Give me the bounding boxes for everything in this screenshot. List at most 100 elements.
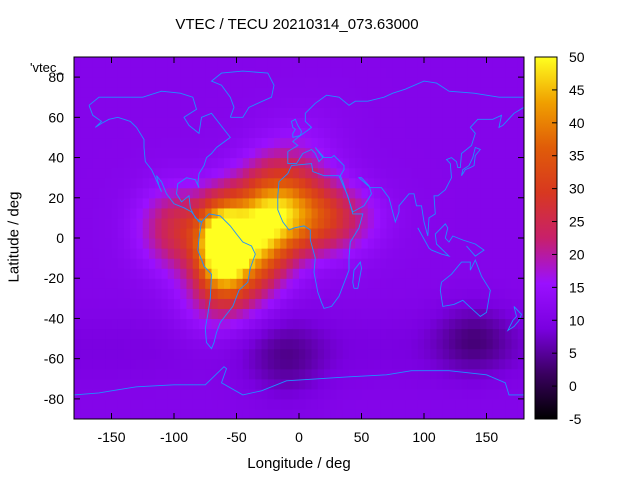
heatmap-cell [211, 227, 219, 239]
heatmap-cell [236, 398, 244, 410]
heatmap-cell [217, 248, 225, 259]
x-axis-ticks: -150 -100 -50 0 50 100 150 [97, 57, 498, 445]
heatmap-cell [111, 388, 119, 400]
heatmap-cell [167, 147, 175, 159]
heatmap-cell [424, 398, 431, 410]
heatmap-cell [361, 268, 369, 279]
heatmap-cell [267, 338, 275, 350]
heatmap-cell [124, 107, 131, 118]
heatmap-cell [211, 197, 219, 209]
heatmap-cell [124, 358, 131, 370]
heatmap-cell [430, 187, 438, 199]
heatmap-cell [511, 238, 519, 249]
heatmap-cell [336, 107, 344, 118]
heatmap-cell [249, 97, 256, 108]
heatmap-cell [80, 338, 88, 350]
heatmap-cell [211, 258, 219, 269]
heatmap-cell [124, 207, 131, 219]
heatmap-cell [374, 197, 381, 209]
heatmap-cell [430, 197, 438, 209]
heatmap-cell [230, 248, 238, 259]
heatmap-cell [217, 97, 225, 108]
heatmap-cell [205, 278, 213, 289]
heatmap-cell [236, 167, 244, 179]
heatmap-cell [461, 388, 469, 400]
heatmap-cell [286, 248, 294, 259]
heatmap-cell [74, 227, 81, 239]
heatmap-cell [149, 177, 156, 189]
heatmap-cell [380, 147, 388, 159]
heatmap-cell [280, 147, 288, 159]
heatmap-cell [230, 318, 238, 330]
heatmap-cell [324, 147, 331, 159]
heatmap-cell [311, 117, 319, 128]
heatmap-cell [367, 288, 375, 299]
heatmap-cell [86, 197, 94, 209]
heatmap-cell [355, 238, 363, 249]
heatmap-cell [224, 227, 231, 239]
heatmap-cell [392, 157, 400, 169]
heatmap-cell [155, 117, 163, 128]
heatmap-cell [380, 107, 388, 118]
heatmap-cell [411, 107, 419, 118]
heatmap-cell [386, 117, 394, 128]
heatmap-cell [211, 288, 219, 299]
heatmap-cell [511, 177, 519, 189]
heatmap-cell [236, 117, 244, 128]
heatmap-cell [355, 378, 363, 390]
heatmap-cell [111, 127, 119, 139]
heatmap-cell [405, 207, 413, 219]
heatmap-cell [442, 368, 450, 380]
heatmap-cell [92, 117, 100, 128]
heatmap-cell [436, 227, 444, 239]
heatmap-cell [130, 268, 138, 279]
heatmap-cell [380, 57, 388, 68]
heatmap-cell [292, 338, 300, 350]
heatmap-cell [392, 97, 400, 108]
heatmap-cell [305, 147, 313, 159]
heatmap-cell [117, 187, 125, 199]
heatmap-cell [267, 358, 275, 370]
heatmap-cell [217, 288, 225, 299]
heatmap-cell [249, 268, 256, 279]
heatmap-cell [386, 338, 394, 350]
heatmap-cell [211, 358, 219, 370]
heatmap-cell [355, 388, 363, 400]
heatmap-cell [436, 157, 444, 169]
heatmap-cell [505, 207, 513, 219]
heatmap-cell [199, 258, 206, 269]
heatmap-cell [305, 288, 313, 299]
heatmap-cell [74, 318, 81, 330]
heatmap-cell [199, 358, 206, 370]
heatmap-cell [486, 87, 494, 98]
heatmap-cell [161, 207, 169, 219]
heatmap-cell [230, 358, 238, 370]
heatmap-cell [230, 308, 238, 320]
heatmap-cell [486, 358, 494, 370]
heatmap-cell [86, 278, 94, 289]
heatmap-cell [311, 368, 319, 380]
heatmap-cell [455, 268, 463, 279]
heatmap-cell [274, 127, 281, 139]
heatmap-cell [236, 107, 244, 118]
heatmap-cell [249, 227, 256, 239]
heatmap-cell [367, 398, 375, 410]
heatmap-cell [417, 137, 425, 149]
heatmap-cell [417, 368, 425, 380]
heatmap-cell [224, 378, 231, 390]
heatmap-cell [142, 368, 150, 380]
heatmap-cell [405, 187, 413, 199]
heatmap-cell [324, 398, 331, 410]
heatmap-cell [424, 288, 431, 299]
heatmap-cell [380, 408, 388, 419]
heatmap-cell [161, 358, 169, 370]
heatmap-cell [186, 338, 194, 350]
heatmap-cell [99, 358, 106, 370]
heatmap-cell [92, 238, 100, 249]
heatmap-cell [105, 398, 113, 410]
heatmap-cell [424, 368, 431, 380]
heatmap-cell [205, 117, 213, 128]
heatmap-cell [267, 137, 275, 149]
heatmap-cell [142, 328, 150, 340]
